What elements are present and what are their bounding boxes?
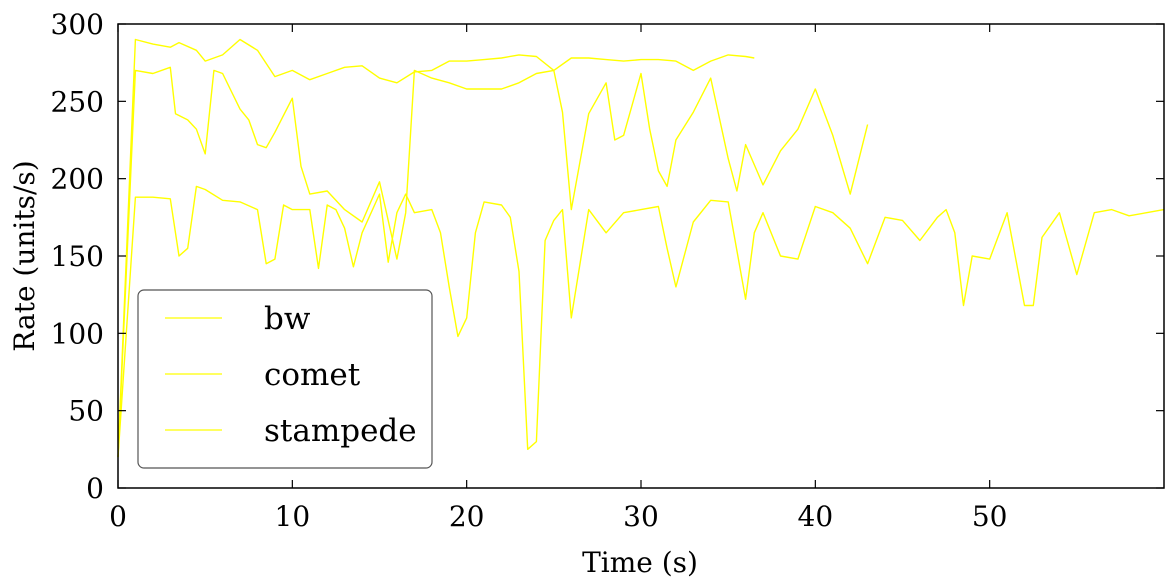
legend-label-bw: bw [264,301,311,337]
x-axis: 0 10 20 30 40 50 [109,24,1007,533]
plot-frame [117,23,1165,489]
y-axis: 0 50 100 150 200 250 300 [51,8,1164,505]
y-tick-label: 300 [51,8,104,41]
y-tick-label: 250 [51,85,104,118]
y-tick-label: 100 [51,317,104,350]
legend-label-comet: comet [264,357,361,393]
x-axis-label: Time (s) [582,546,698,579]
x-tick-label: 10 [275,500,311,533]
series-line-comet [117,66,869,458]
y-tick-label: 200 [51,163,104,196]
x-tick-label: 30 [623,500,659,533]
plot-lines [117,38,1165,458]
legend-label-stampede: stampede [264,413,417,449]
series-line-bw [117,38,755,458]
x-tick-label: 50 [972,500,1008,533]
legend: bw comet stampede [137,289,433,469]
y-tick-label: 150 [51,240,104,273]
x-tick-label: 40 [798,500,834,533]
y-tick-label: 50 [68,395,104,428]
y-tick-label: 0 [86,472,104,505]
legend-box [137,289,433,469]
x-tick-label: 0 [109,500,127,533]
x-tick-label: 20 [449,500,485,533]
y-axis-label: Rate (units/s) [8,160,41,351]
series-line-stampede [117,185,1165,458]
